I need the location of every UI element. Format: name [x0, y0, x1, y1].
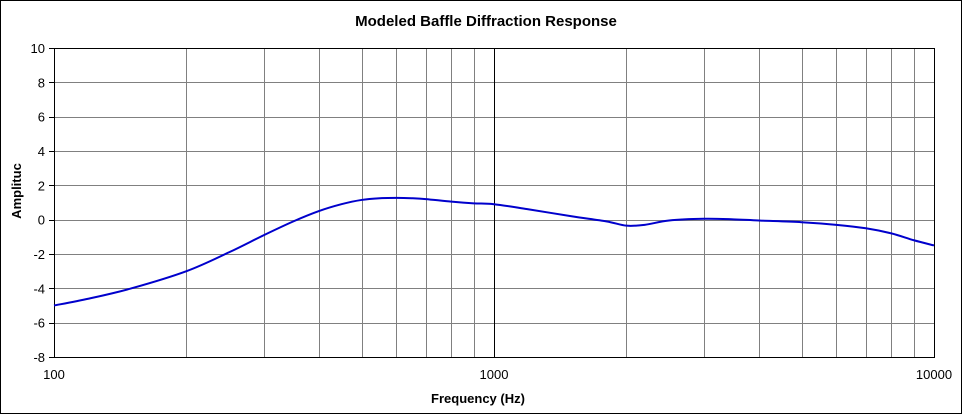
y-tick-labels: -8 -6 -4 -2 0 2 4 6 8 10: [31, 41, 45, 365]
y-tick-label: -6: [33, 316, 45, 331]
plot-area-border: [54, 48, 935, 358]
x-axis-title: Frequency (Hz): [431, 391, 525, 406]
grid-layer: [49, 48, 934, 358]
y-tick-label: 8: [38, 75, 45, 90]
y-tick-label: -2: [33, 247, 45, 262]
y-tick-label: 6: [38, 110, 45, 125]
y-axis-title: Amplituc: [9, 163, 24, 219]
chart-title: Modeled Baffle Diffraction Response: [355, 13, 617, 30]
y-tick-label: -4: [33, 281, 45, 296]
y-tick-label: 10: [31, 41, 45, 56]
y-tick-label: 4: [38, 144, 45, 159]
y-tick-label: 0: [38, 213, 45, 228]
y-tick-label: -8: [33, 350, 45, 365]
x-tick-label: 1000: [480, 367, 509, 382]
x-tick-labels: 100 1000 10000: [43, 367, 952, 382]
x-tick-label: 10000: [916, 367, 952, 382]
y-tick-label: 2: [38, 178, 45, 193]
series-line: [53, 196, 935, 307]
x-tick-label: 100: [43, 367, 65, 382]
